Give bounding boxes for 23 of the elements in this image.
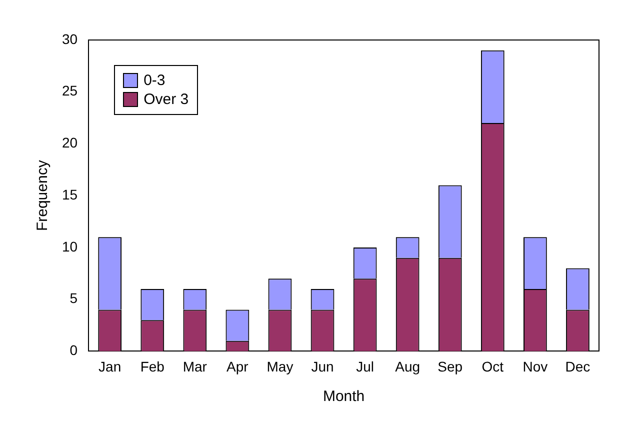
y-tick-label: 20 bbox=[62, 134, 78, 151]
x-tick-label: Feb bbox=[140, 358, 165, 374]
x-tick-label: Jul bbox=[356, 358, 374, 374]
x-tick-label: Nov bbox=[522, 358, 548, 374]
x-tick-label: Mar bbox=[182, 358, 208, 374]
x-tick-label: Aug bbox=[395, 358, 420, 374]
x-tick-label: Apr bbox=[226, 358, 249, 374]
x-tick-label: May bbox=[266, 358, 294, 374]
y-tick-label: 0 bbox=[70, 342, 78, 358]
x-tick-label: Jun bbox=[311, 358, 334, 374]
x-tick-label: Dec bbox=[565, 358, 590, 374]
y-tick-label: 30 bbox=[62, 30, 78, 47]
x-tick-label: Oct bbox=[482, 358, 504, 374]
legend-label: Over 3 bbox=[144, 91, 189, 108]
x-axis-title: Month bbox=[322, 388, 365, 406]
y-tick-label: 15 bbox=[62, 186, 78, 202]
y-tick-label: 5 bbox=[70, 290, 78, 306]
x-tick-label: Jan bbox=[98, 358, 122, 374]
x-tick-label: Sep bbox=[438, 358, 463, 374]
y-tick-label: 10 bbox=[62, 238, 78, 254]
y-tick-label: 25 bbox=[62, 82, 78, 99]
y-axis-title: Frequency bbox=[34, 160, 52, 232]
legend-label: 0-3 bbox=[144, 72, 166, 89]
